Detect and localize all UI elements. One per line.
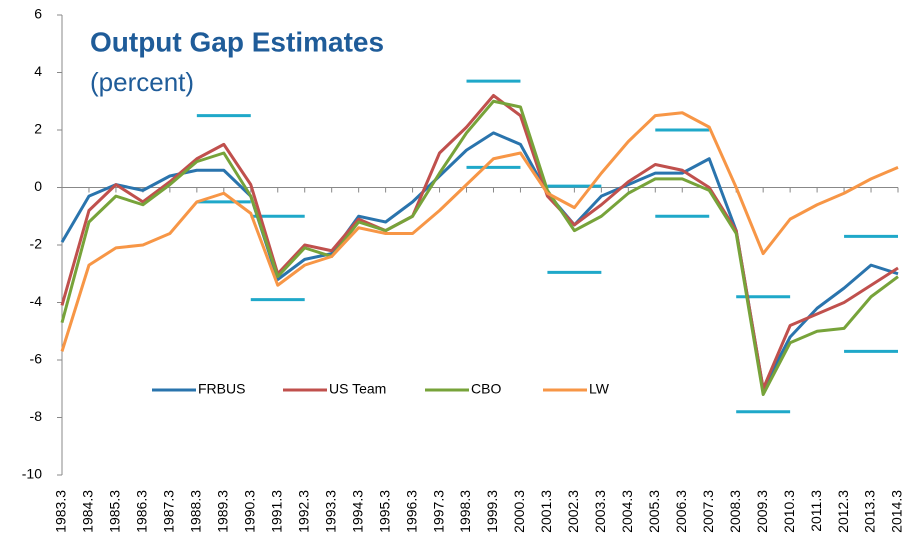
y-tick-label: 2: [34, 121, 42, 137]
x-tick-label: 1983.3: [53, 490, 69, 533]
legend-label: LW: [589, 381, 610, 397]
x-tick-label: 1988.3: [188, 490, 204, 533]
y-tick-label: -8: [30, 408, 43, 424]
x-tick-label: 1999.3: [484, 490, 500, 533]
x-tick-label: 2012.3: [835, 490, 851, 533]
x-tick-label: 1986.3: [134, 490, 150, 533]
x-tick-label: 2001.3: [538, 490, 554, 533]
x-tick-label: 2000.3: [511, 490, 527, 533]
y-tick-label: 6: [34, 6, 42, 22]
x-tick-label: 1987.3: [161, 490, 177, 533]
x-tick-label: 2002.3: [565, 490, 581, 533]
y-tick-label: 4: [34, 63, 42, 79]
y-tick-label: -6: [30, 351, 43, 367]
x-tick-label: 2011.3: [808, 490, 824, 532]
y-tick-label: -10: [22, 466, 42, 482]
y-tick-label: -2: [30, 236, 43, 252]
x-tick-label: 2014.3: [889, 490, 905, 533]
legend-label: CBO: [471, 381, 501, 397]
chart-subtitle: (percent): [90, 67, 194, 97]
x-tick-label: 1997.3: [430, 490, 446, 533]
legend-label: US Team: [329, 381, 386, 397]
x-tick-label: 1994.3: [349, 490, 365, 533]
x-tick-label: 1992.3: [295, 490, 311, 533]
x-tick-label: 1995.3: [376, 490, 392, 533]
x-tick-label: 1996.3: [403, 490, 419, 533]
x-tick-label: 1991.3: [268, 490, 284, 533]
x-tick-label: 1989.3: [215, 490, 231, 533]
x-tick-label: 1998.3: [457, 490, 473, 533]
x-tick-label: 1985.3: [107, 490, 123, 533]
x-tick-label: 2013.3: [862, 490, 878, 533]
x-tick-label: 2009.3: [754, 490, 770, 533]
x-tick-label: 2008.3: [727, 490, 743, 533]
series-line: [60, 111, 899, 352]
x-tick-label: 2003.3: [592, 490, 608, 533]
y-tick-label: -4: [30, 293, 43, 309]
x-tick-label: 2007.3: [700, 490, 716, 533]
series-line: [60, 99, 899, 396]
x-tick-label: 1990.3: [241, 490, 257, 533]
x-tick-label: 2004.3: [619, 490, 635, 533]
y-tick-label: 0: [34, 178, 42, 194]
x-tick-label: 2010.3: [781, 490, 797, 533]
x-tick-label: 1984.3: [80, 490, 96, 533]
x-tick-label: 1993.3: [322, 490, 338, 533]
x-tick-label: 2005.3: [646, 490, 662, 533]
chart-title: Output Gap Estimates: [90, 26, 384, 57]
x-tick-label: 2006.3: [673, 490, 689, 533]
legend-label: FRBUS: [198, 381, 245, 397]
